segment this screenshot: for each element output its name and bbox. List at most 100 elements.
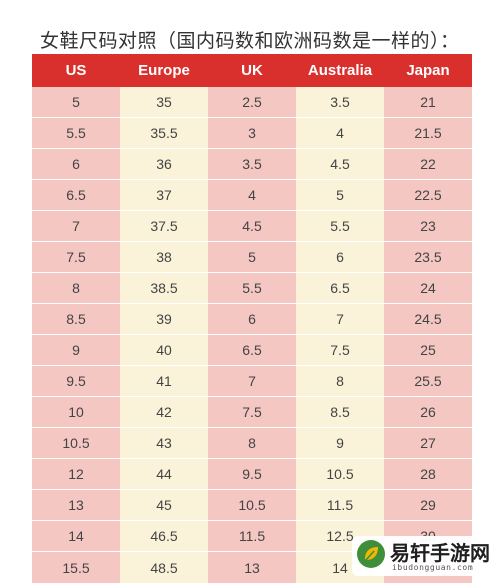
cell-europe: 43 (120, 428, 208, 459)
cell-europe: 36 (120, 149, 208, 180)
cell-europe: 37 (120, 180, 208, 211)
table-row: 8.5 39 6 7 24.5 (32, 304, 472, 335)
cell-japan: 29 (384, 490, 472, 521)
table-row: 8 38.5 5.5 6.5 24 (32, 273, 472, 304)
cell-japan: 25.5 (384, 366, 472, 397)
table-row: 7 37.5 4.5 5.5 23 (32, 211, 472, 242)
cell-uk: 5.5 (208, 273, 296, 304)
cell-australia: 4.5 (296, 149, 384, 180)
cell-us: 14 (32, 521, 120, 552)
cell-japan: 24 (384, 273, 472, 304)
header-row: US Europe UK Australia Japan (32, 54, 472, 87)
cell-australia: 7.5 (296, 335, 384, 366)
cell-japan: 22 (384, 149, 472, 180)
cell-uk: 7 (208, 366, 296, 397)
cell-australia: 6.5 (296, 273, 384, 304)
cell-us: 7 (32, 211, 120, 242)
cell-us: 15.5 (32, 552, 120, 584)
cell-japan: 26 (384, 397, 472, 428)
cell-japan: 27 (384, 428, 472, 459)
cell-uk: 10.5 (208, 490, 296, 521)
table-row: 10 42 7.5 8.5 26 (32, 397, 472, 428)
cell-australia: 4 (296, 118, 384, 149)
cell-europe: 35 (120, 87, 208, 118)
cell-europe: 41 (120, 366, 208, 397)
size-chart-table: US Europe UK Australia Japan 5 35 2.5 3.5 21… (32, 54, 472, 584)
cell-australia: 3.5 (296, 87, 384, 118)
watermark-name: 易轩手游网 (390, 541, 490, 565)
cell-australia: 10.5 (296, 459, 384, 490)
cell-australia: 5 (296, 180, 384, 211)
cell-uk: 5 (208, 242, 296, 273)
cell-australia: 11.5 (296, 490, 384, 521)
column-header-australia: Australia (296, 54, 384, 87)
cell-us: 8.5 (32, 304, 120, 335)
column-header-uk: UK (208, 54, 296, 87)
cell-japan: 24.5 (384, 304, 472, 335)
table-row: 9 40 6.5 7.5 25 (32, 335, 472, 366)
cell-uk: 13 (208, 552, 296, 584)
cell-us: 6.5 (32, 180, 120, 211)
size-chart-table-container: US Europe UK Australia Japan 5 35 2.5 3.5 21… (32, 54, 472, 584)
cell-europe: 48.5 (120, 552, 208, 584)
cell-europe: 38 (120, 242, 208, 273)
cell-uk: 4 (208, 180, 296, 211)
cell-japan: 21.5 (384, 118, 472, 149)
cell-japan: 28 (384, 459, 472, 490)
table-row: 6 36 3.5 4.5 22 (32, 149, 472, 180)
leaf-logo-icon (357, 540, 385, 568)
table-row: 9.5 41 7 8 25.5 (32, 366, 472, 397)
table-row: 10.5 43 8 9 27 (32, 428, 472, 459)
table-body: 5 35 2.5 3.5 21 5.5 35.5 3 4 21.5 6 36 3.5 4.5 22 6.5 37… (32, 87, 472, 584)
page-title: 女鞋尺码对照（国内码数和欧洲码数是一样的）： (40, 30, 460, 52)
cell-uk: 3 (208, 118, 296, 149)
cell-us: 6 (32, 149, 120, 180)
table-row: 13 45 10.5 11.5 29 (32, 490, 472, 521)
cell-us: 10.5 (32, 428, 120, 459)
cell-europe: 38.5 (120, 273, 208, 304)
table-row: 5 35 2.5 3.5 21 (32, 87, 472, 118)
cell-japan: 23 (384, 211, 472, 242)
cell-uk: 4.5 (208, 211, 296, 242)
cell-europe: 42 (120, 397, 208, 428)
cell-europe: 37.5 (120, 211, 208, 242)
table-row: 12 44 9.5 10.5 28 (32, 459, 472, 490)
cell-europe: 44 (120, 459, 208, 490)
watermark: 易轩手游网 ibudongguan.com (352, 536, 498, 576)
cell-europe: 46.5 (120, 521, 208, 552)
cell-us: 8 (32, 273, 120, 304)
cell-us: 13 (32, 490, 120, 521)
cell-japan: 21 (384, 87, 472, 118)
cell-japan: 23.5 (384, 242, 472, 273)
cell-uk: 6 (208, 304, 296, 335)
cell-us: 9.5 (32, 366, 120, 397)
cell-australia: 9 (296, 428, 384, 459)
cell-australia: 8.5 (296, 397, 384, 428)
table-row: 6.5 37 4 5 22.5 (32, 180, 472, 211)
cell-us: 10 (32, 397, 120, 428)
column-header-us: US (32, 54, 120, 87)
cell-uk: 3.5 (208, 149, 296, 180)
cell-uk: 7.5 (208, 397, 296, 428)
cell-europe: 45 (120, 490, 208, 521)
cell-japan: 25 (384, 335, 472, 366)
cell-uk: 8 (208, 428, 296, 459)
cell-europe: 39 (120, 304, 208, 335)
cell-us: 7.5 (32, 242, 120, 273)
cell-us: 5 (32, 87, 120, 118)
cell-australia: 8 (296, 366, 384, 397)
cell-uk: 6.5 (208, 335, 296, 366)
cell-australia: 6 (296, 242, 384, 273)
cell-australia: 5.5 (296, 211, 384, 242)
column-header-japan: Japan (384, 54, 472, 87)
cell-europe: 35.5 (120, 118, 208, 149)
cell-us: 9 (32, 335, 120, 366)
cell-uk: 2.5 (208, 87, 296, 118)
cell-us: 12 (32, 459, 120, 490)
table-row: 7.5 38 5 6 23.5 (32, 242, 472, 273)
cell-japan: 22.5 (384, 180, 472, 211)
column-header-europe: Europe (120, 54, 208, 87)
cell-uk: 9.5 (208, 459, 296, 490)
table-header: US Europe UK Australia Japan (32, 54, 472, 87)
cell-europe: 40 (120, 335, 208, 366)
